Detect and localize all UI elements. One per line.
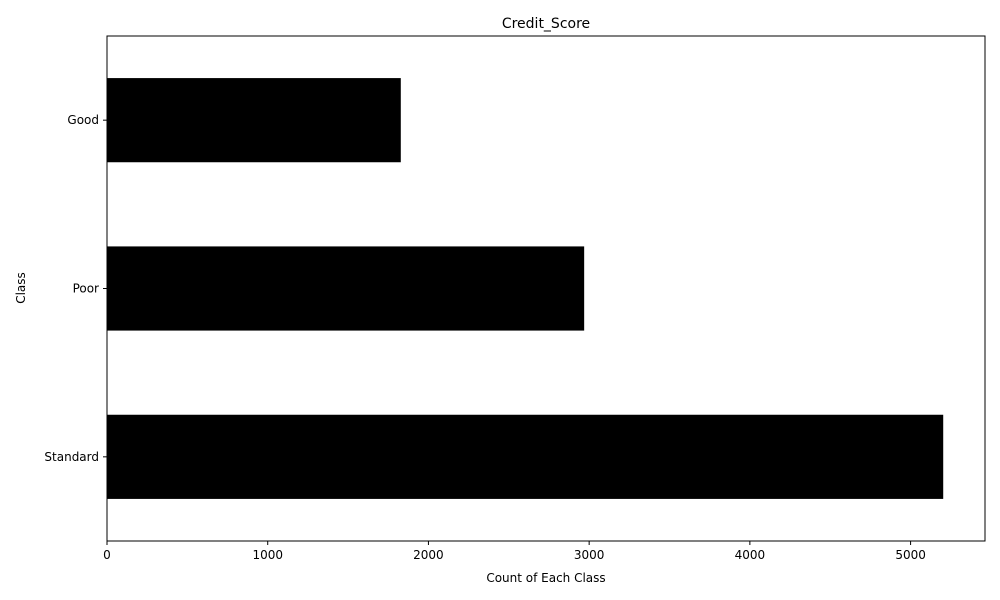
y-axis-label: Class (14, 272, 28, 304)
chart-title: Credit_Score (502, 16, 590, 32)
x-tick-label: 1000 (252, 548, 283, 562)
bar-standard (107, 414, 944, 499)
plot-frame (106, 35, 986, 542)
ticks-group: Good Poor Standard 0 1000 2000 3000 4000 5000 (44, 113, 925, 562)
bar-poor (107, 246, 585, 331)
x-tick-label: 3000 (574, 548, 605, 562)
x-tick-label: 4000 (735, 548, 766, 562)
bar-good (107, 78, 401, 163)
y-tick-label: Poor (73, 282, 99, 296)
x-axis-label: Count of Each Class (486, 571, 605, 585)
x-tick-label: 0 (103, 548, 111, 562)
x-tick-label: 2000 (413, 548, 444, 562)
y-tick-label: Good (67, 113, 99, 127)
y-tick-label: Standard (44, 450, 99, 464)
x-tick-label: 5000 (895, 548, 926, 562)
bars-group (107, 78, 944, 499)
